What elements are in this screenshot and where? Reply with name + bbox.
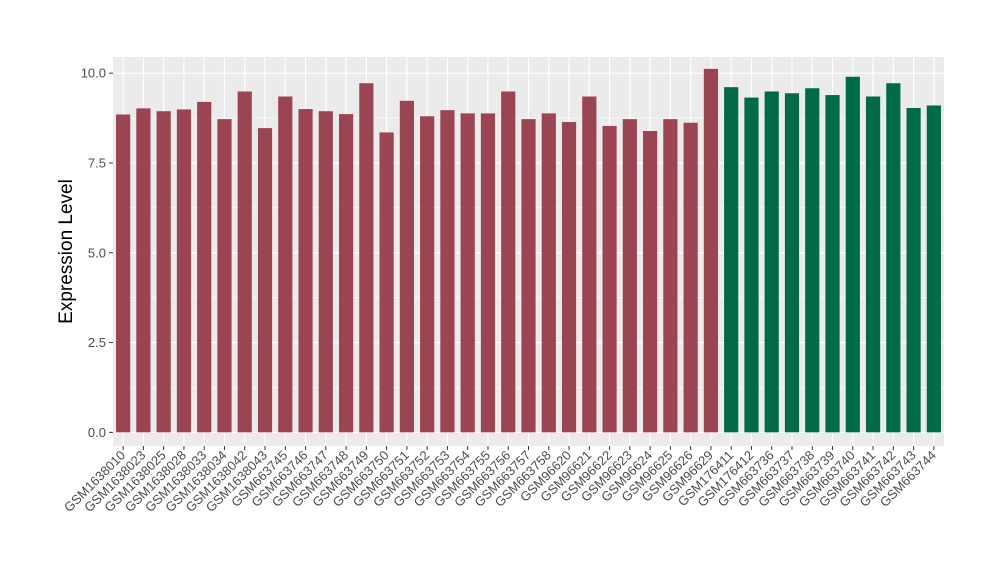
- bar-GSM663737: [784, 93, 800, 433]
- bar-GSM1638010: [116, 114, 131, 433]
- bar-GSM663751: [399, 100, 414, 433]
- x-axis: GSM1638010GSM1638023GSM1638025GSM1638028…: [61, 446, 939, 515]
- bar-GSM96620: [561, 122, 577, 433]
- bar-GSM96626: [683, 122, 698, 433]
- bar-GSM663749: [359, 83, 374, 433]
- bar-GSM663750: [379, 132, 394, 433]
- y-tick-label: 7.5: [88, 155, 106, 170]
- bar-GSM176411: [724, 87, 739, 433]
- bar-GSM1638034: [217, 119, 232, 433]
- bar-GSM663747: [318, 111, 333, 433]
- bar-GSM663757: [521, 119, 536, 433]
- bar-GSM663743: [906, 108, 921, 433]
- bar-GSM176412: [744, 97, 759, 433]
- y-tick-label: 5.0: [88, 245, 106, 260]
- bars: [116, 68, 941, 433]
- bar-GSM1638043: [257, 128, 273, 433]
- bar-GSM96625: [663, 119, 678, 433]
- bar-GSM663754: [460, 113, 475, 433]
- bar-GSM96629: [703, 68, 719, 433]
- bar-GSM1638028: [176, 109, 192, 433]
- bar-GSM663756: [501, 91, 516, 433]
- y-tick-label: 10.0: [81, 66, 106, 81]
- bar-GSM1638023: [136, 108, 151, 433]
- bar-GSM96621: [582, 96, 597, 433]
- bar-GSM663755: [480, 113, 496, 433]
- bar-GSM663739: [825, 95, 840, 433]
- bar-GSM663753: [440, 110, 455, 433]
- bar-GSM663740: [845, 76, 860, 433]
- bar-GSM663746: [298, 109, 313, 433]
- bar-GSM1638025: [156, 111, 171, 433]
- bar-GSM1638042: [237, 91, 252, 433]
- bar-GSM663742: [886, 83, 901, 433]
- bar-GSM663738: [805, 88, 820, 433]
- y-tick-label: 2.5: [88, 335, 106, 350]
- bar-GSM663744: [926, 105, 941, 433]
- bar-GSM663752: [420, 116, 435, 433]
- bar-GSM96623: [622, 119, 637, 433]
- bar-GSM96622: [602, 125, 617, 433]
- bar-GSM663745: [278, 96, 293, 433]
- bar-GSM1638033: [197, 101, 212, 433]
- y-axis-label: Expression Level: [56, 179, 77, 324]
- bar-GSM663748: [338, 114, 354, 433]
- y-axis: 0.0 2.5 5.0 7.5 10.0: [81, 66, 113, 440]
- bar-GSM96624: [643, 130, 658, 433]
- bar-GSM663736: [764, 91, 779, 433]
- bar-GSM663741: [865, 96, 881, 433]
- y-tick-label: 0.0: [88, 425, 106, 440]
- bar-GSM663758: [541, 113, 556, 433]
